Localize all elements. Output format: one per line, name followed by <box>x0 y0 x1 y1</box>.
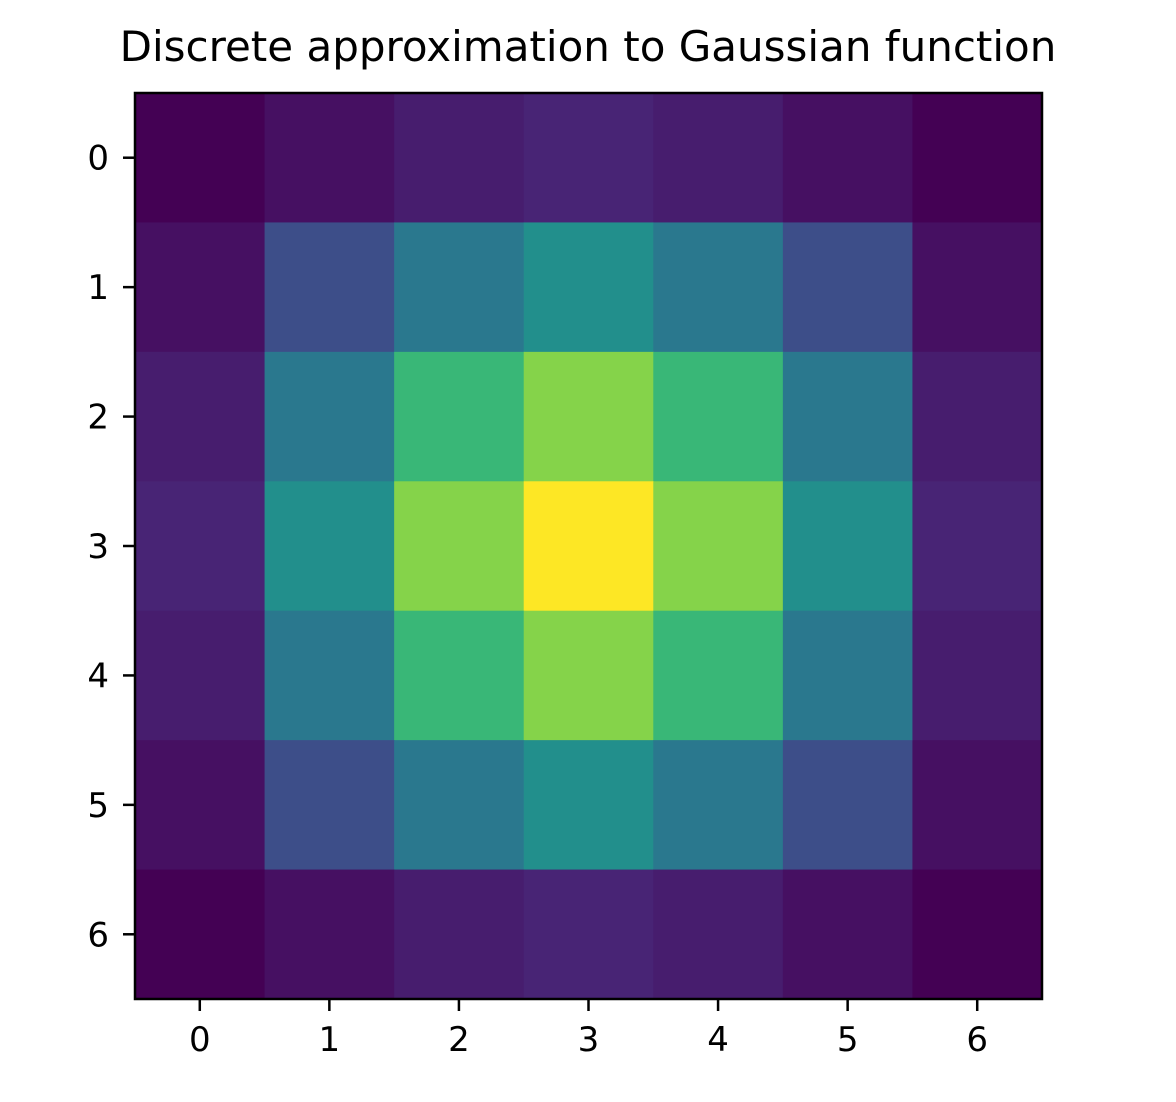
heatmap-cell-r4-c3 <box>523 610 654 741</box>
heatmap-cell-r0-c5 <box>782 93 914 224</box>
heatmap-cell-r6-c3 <box>523 869 654 1000</box>
heatmap-cell-r6-c5 <box>782 869 914 1000</box>
heatmap-cell-r1-c1 <box>264 222 395 353</box>
heatmap-cell-r1-c6 <box>912 222 1043 353</box>
heatmap-cell-r1-c5 <box>782 222 914 353</box>
heatmap-cell-r6-c6 <box>912 869 1043 1000</box>
y-tick-label: 3 <box>87 527 109 567</box>
heatmap-cell-r1-c4 <box>653 222 784 353</box>
heatmap-cell-r0-c2 <box>394 93 525 224</box>
y-tick-label: 4 <box>87 656 109 696</box>
heatmap-cell-r1-c2 <box>394 222 525 353</box>
x-tick-label: 1 <box>319 1020 341 1060</box>
heatmap-cell-r6-c1 <box>264 869 395 1000</box>
heatmap-cell-r0-c4 <box>653 93 784 224</box>
heatmap-cell-r0-c6 <box>912 93 1043 224</box>
x-tick-label: 6 <box>966 1020 988 1060</box>
y-tick-label: 0 <box>87 139 109 179</box>
heatmap-cell-r3-c0 <box>135 481 266 612</box>
heatmap-cell-r3-c2 <box>394 481 525 612</box>
heatmap-cell-r0-c0 <box>135 93 266 224</box>
heatmap-cell-r2-c6 <box>912 351 1043 482</box>
x-tick-label: 3 <box>578 1020 600 1060</box>
heatmap-cell-r4-c1 <box>264 610 395 741</box>
y-tick-label: 2 <box>87 398 109 438</box>
heatmap-cell-r5-c2 <box>394 740 525 871</box>
heatmap-cell-r6-c4 <box>653 869 784 1000</box>
y-tick-label: 1 <box>87 268 109 308</box>
heatmap-cell-r2-c3 <box>523 351 654 482</box>
heatmap-cell-r2-c0 <box>135 351 266 482</box>
heatmap-cell-r4-c0 <box>135 610 266 741</box>
y-axis: 0 1 2 3 4 5 6 <box>87 139 135 955</box>
heatmap-cell-r2-c1 <box>264 351 395 482</box>
heatmap-cell-r3-c3 <box>523 481 654 612</box>
heatmap-cell-r4-c5 <box>782 610 914 741</box>
heatmap-cell-r3-c6 <box>912 481 1043 612</box>
heatmap-cell-r3-c1 <box>264 481 395 612</box>
x-tick-label: 4 <box>707 1020 729 1060</box>
y-tick-label: 5 <box>87 786 109 826</box>
x-tick-label: 2 <box>448 1020 470 1060</box>
heatmap-cell-r2-c5 <box>782 351 914 482</box>
heatmap-cell-r1-c3 <box>523 222 654 353</box>
x-tick-label: 5 <box>837 1020 859 1060</box>
heatmap-cell-r3-c5 <box>782 481 914 612</box>
heatmap-cell-r1-c0 <box>135 222 266 353</box>
heatmap-cell-r4-c4 <box>653 610 784 741</box>
heatmap-cell-r5-c1 <box>264 740 395 871</box>
heatmap-cell-r5-c3 <box>523 740 654 871</box>
heatmap-cell-r4-c2 <box>394 610 525 741</box>
heatmap-cell-r2-c2 <box>394 351 525 482</box>
x-axis: 0 1 2 3 4 5 6 <box>189 999 988 1060</box>
y-tick-label: 6 <box>87 915 109 955</box>
x-tick-label: 0 <box>189 1020 211 1060</box>
heatmap-cell-r5-c5 <box>782 740 914 871</box>
heatmap-cell-r6-c2 <box>394 869 525 1000</box>
heatmap-cell-r5-c6 <box>912 740 1043 871</box>
heatmap-cell-r2-c4 <box>653 351 784 482</box>
heatmap-cell-r0-c1 <box>264 93 395 224</box>
heatmap-cell-r0-c3 <box>523 93 654 224</box>
heatmap-cell-r4-c6 <box>912 610 1043 741</box>
heatmap-cells <box>135 93 1043 1000</box>
chart-title: Discrete approximation to Gaussian funct… <box>119 22 1057 71</box>
heatmap-cell-r6-c0 <box>135 869 266 1000</box>
heatmap-cell-r5-c4 <box>653 740 784 871</box>
heatmap-cell-r5-c0 <box>135 740 266 871</box>
heatmap-cell-r3-c4 <box>653 481 784 612</box>
